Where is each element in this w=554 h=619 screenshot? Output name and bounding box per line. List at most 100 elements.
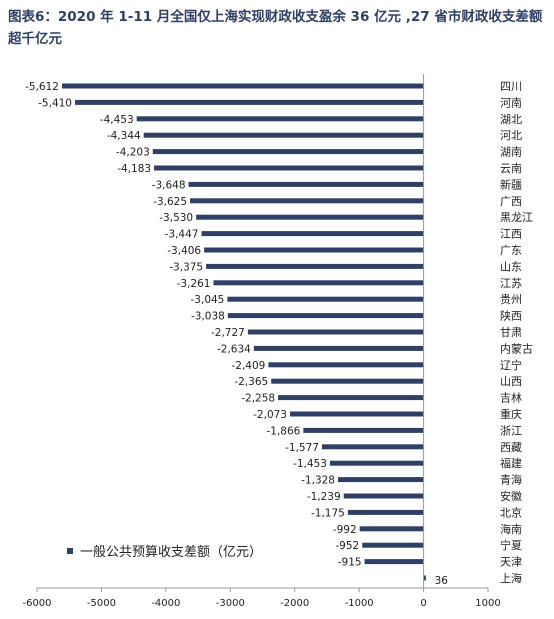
category-label-山东: 山东 [500, 260, 522, 273]
bar-贵州 [227, 296, 424, 302]
category-label-北京: 北京 [500, 505, 522, 519]
legend: 一般公共预算收支差额（亿元） [67, 544, 262, 560]
category-label-西藏: 西藏 [500, 441, 522, 454]
category-label-江西: 江西 [500, 228, 522, 241]
bar-河北 [143, 132, 424, 138]
bar-西藏 [321, 444, 424, 450]
category-label-新疆: 新疆 [500, 177, 522, 191]
category-label-内蒙古: 内蒙古 [500, 341, 533, 355]
bar-青海 [338, 477, 424, 483]
x-tick-label-1000: 1000 [475, 598, 500, 609]
category-label-海南: 海南 [500, 522, 522, 536]
bar-四川 [61, 83, 424, 89]
x-tick-label--4000: -4000 [151, 598, 180, 609]
x-tick-label--1000: -1000 [345, 598, 374, 609]
category-label-甘肃: 甘肃 [500, 326, 522, 339]
category-label-河南: 河南 [500, 96, 522, 109]
bar-黑龙江 [196, 214, 424, 220]
value-label-上海: 36 [435, 575, 449, 587]
value-label-内蒙古: -2,634 [217, 343, 251, 355]
category-label-湖南: 湖南 [500, 146, 522, 159]
category-label-安徽: 安徽 [500, 489, 522, 503]
category-label-贵州: 贵州 [500, 293, 522, 306]
value-label-海南: -992 [333, 524, 357, 536]
value-label-河南: -5,410 [38, 97, 72, 109]
value-label-宁夏: -952 [335, 540, 359, 552]
chart-title: 图表6：2020 年 1-11 月全国仅上海实现财政收支盈余 36 亿元 ,27… [8, 9, 543, 47]
category-label-江苏: 江苏 [500, 277, 522, 290]
category-label-重庆: 重庆 [500, 407, 522, 421]
category-label-黑龙江: 黑龙江 [500, 211, 533, 224]
category-label-山西: 山西 [500, 375, 522, 388]
x-tick-label--6000: -6000 [22, 598, 51, 609]
category-label-云南: 云南 [500, 162, 522, 175]
bar-北京 [347, 509, 424, 515]
bar-福建 [329, 460, 424, 466]
category-label-浙江: 浙江 [500, 424, 522, 437]
value-label-福建: -1,453 [293, 458, 327, 470]
value-label-安徽: -1,239 [307, 491, 341, 503]
bar-内蒙古 [253, 345, 424, 351]
bar-湖北 [136, 116, 424, 122]
x-tick-label-0: 0 [420, 598, 426, 609]
value-label-陕西: -3,038 [191, 311, 225, 323]
value-label-广东: -3,406 [167, 245, 201, 257]
category-label-四川: 四川 [500, 80, 522, 93]
value-label-北京: -1,175 [311, 507, 345, 519]
bar-湖南 [152, 149, 424, 155]
category-label-河北: 河北 [500, 129, 522, 142]
value-label-甘肃: -2,727 [211, 327, 245, 339]
value-label-江苏: -3,261 [177, 278, 211, 290]
value-label-贵州: -3,045 [191, 294, 225, 306]
value-label-新疆: -3,648 [152, 179, 186, 191]
category-label-上海: 上海 [500, 571, 522, 585]
bar-上海 [423, 575, 426, 581]
value-label-辽宁: -2,409 [232, 360, 266, 372]
value-label-青海: -1,328 [301, 475, 335, 487]
bar-陕西 [227, 313, 424, 319]
value-label-吉林: -2,258 [241, 393, 275, 405]
bar-江苏 [213, 280, 424, 286]
value-label-西藏: -1,577 [285, 442, 319, 454]
bar-辽宁 [268, 362, 424, 368]
value-label-湖北: -4,453 [100, 114, 134, 126]
bar-吉林 [278, 395, 424, 401]
bar-宁夏 [362, 542, 424, 548]
bar-广西 [190, 198, 424, 204]
category-label-天津: 天津 [500, 556, 522, 569]
x-axis-ticks-group: -6000 -5000 -4000 -3000 -2000 -1000 0 1000 [22, 588, 501, 609]
value-label-江西: -3,447 [165, 229, 199, 241]
value-label-浙江: -1,866 [266, 425, 300, 437]
category-label-广西: 广西 [500, 195, 522, 208]
category-label-青海: 青海 [500, 473, 522, 487]
bar-山西 [271, 378, 424, 384]
value-label-天津: -915 [338, 557, 362, 569]
category-label-湖北: 湖北 [500, 113, 522, 126]
category-labels-group: 四川河南湖北河北湖南云南新疆广西黑龙江江西广东山东江苏贵州陕西甘肃内蒙古辽宁山西… [500, 80, 533, 585]
bar-天津 [364, 559, 424, 565]
bar-重庆 [290, 411, 424, 417]
bar-江西 [201, 231, 424, 237]
value-label-湖南: -4,203 [116, 147, 150, 159]
legend-label: 一般公共预算收支差额（亿元） [80, 544, 262, 560]
category-label-宁夏: 宁夏 [500, 538, 522, 552]
value-label-山东: -3,375 [169, 261, 203, 273]
bar-海南 [359, 526, 424, 532]
legend-swatch [67, 548, 73, 554]
bar-山东 [206, 263, 424, 269]
value-label-河北: -4,344 [107, 130, 141, 142]
value-labels-group: -5,612-5,410-4,453-4,344-4,203-4,183-3,6… [25, 81, 448, 587]
value-label-四川: -5,612 [25, 81, 59, 93]
bar-安徽 [343, 493, 424, 499]
value-label-山西: -2,365 [234, 376, 268, 388]
bar-云南 [154, 165, 424, 171]
value-label-黑龙江: -3,530 [159, 212, 193, 224]
value-label-云南: -4,183 [117, 163, 151, 175]
bar-广东 [204, 247, 424, 253]
category-label-辽宁: 辽宁 [500, 358, 522, 372]
value-label-重庆: -2,073 [253, 409, 287, 421]
value-label-广西: -3,625 [153, 196, 187, 208]
category-label-广东: 广东 [500, 244, 522, 257]
bar-甘肃 [247, 329, 424, 335]
